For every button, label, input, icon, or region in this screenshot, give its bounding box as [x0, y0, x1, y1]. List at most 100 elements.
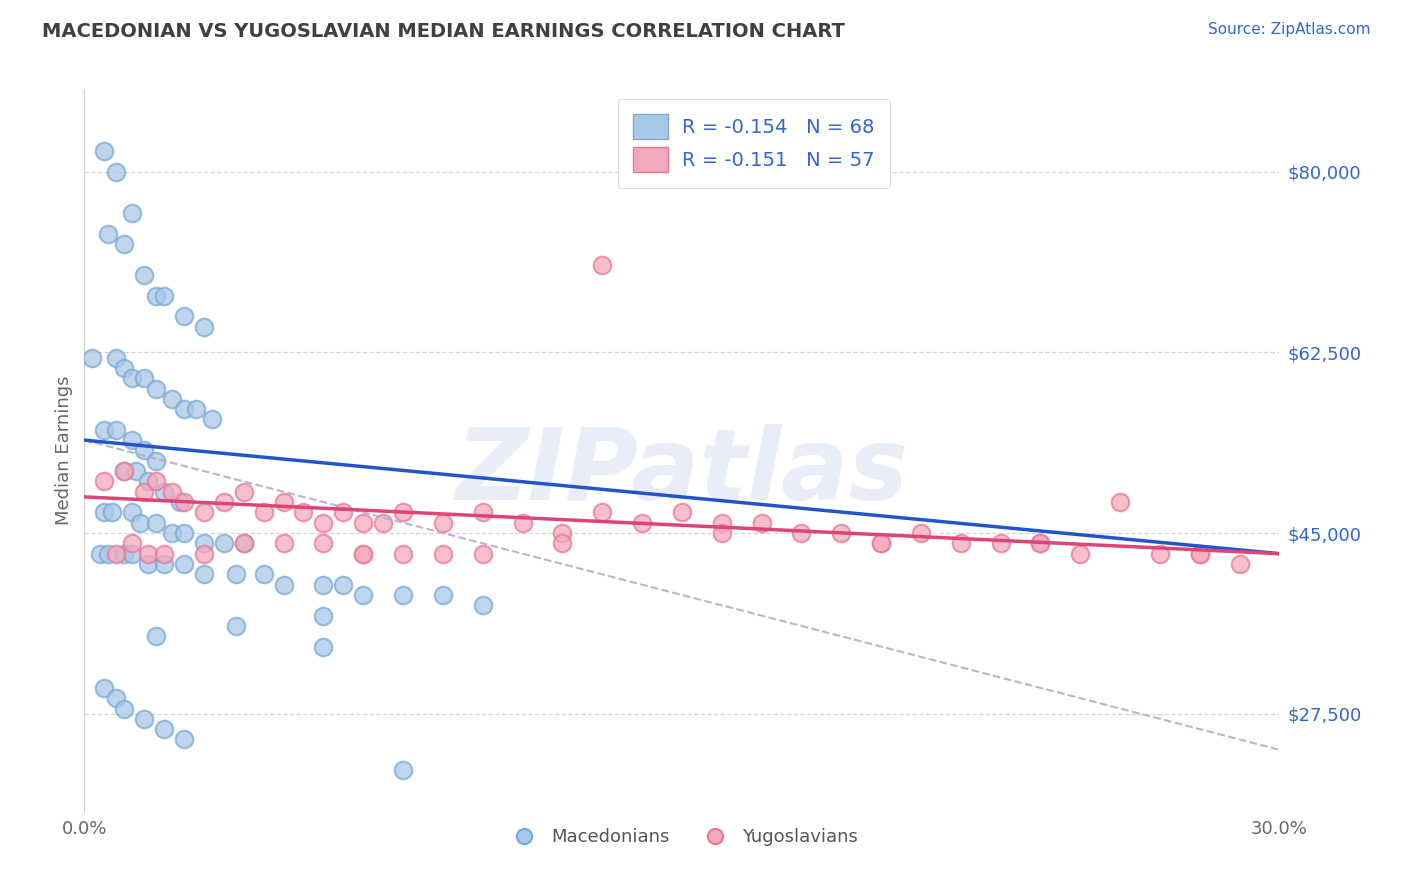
- Point: [551, 536, 574, 550]
- Point: [232, 536, 254, 550]
- Point: [225, 619, 247, 633]
- Point: [112, 464, 135, 478]
- Point: [352, 516, 374, 530]
- Point: [153, 557, 176, 571]
- Point: [145, 454, 167, 468]
- Point: [145, 629, 167, 643]
- Point: [273, 577, 295, 591]
- Point: [132, 712, 156, 726]
- Point: [790, 526, 813, 541]
- Point: [830, 526, 852, 541]
- Point: [173, 732, 195, 747]
- Point: [93, 505, 115, 519]
- Point: [471, 547, 494, 561]
- Point: [112, 360, 135, 375]
- Point: [212, 536, 235, 550]
- Point: [631, 516, 654, 530]
- Point: [352, 588, 374, 602]
- Point: [112, 237, 135, 252]
- Point: [373, 516, 395, 530]
- Point: [153, 288, 176, 302]
- Point: [392, 505, 415, 519]
- Point: [1149, 547, 1171, 561]
- Point: [432, 516, 454, 530]
- Point: [193, 567, 215, 582]
- Point: [1069, 547, 1091, 561]
- Point: [870, 536, 893, 550]
- Point: [312, 640, 335, 654]
- Point: [173, 310, 195, 324]
- Point: [751, 516, 773, 530]
- Point: [101, 505, 124, 519]
- Point: [332, 505, 354, 519]
- Point: [145, 382, 167, 396]
- Point: [145, 288, 167, 302]
- Point: [105, 423, 128, 437]
- Point: [129, 516, 152, 530]
- Point: [153, 484, 176, 499]
- Point: [1109, 495, 1132, 509]
- Point: [105, 165, 128, 179]
- Point: [392, 764, 415, 778]
- Point: [471, 599, 494, 613]
- Point: [253, 505, 276, 519]
- Point: [121, 371, 143, 385]
- Point: [352, 547, 374, 561]
- Point: [193, 547, 215, 561]
- Point: [97, 227, 120, 241]
- Point: [312, 536, 335, 550]
- Y-axis label: Median Earnings: Median Earnings: [55, 376, 73, 525]
- Text: ZIPatlas: ZIPatlas: [456, 424, 908, 521]
- Point: [136, 547, 159, 561]
- Point: [160, 392, 183, 406]
- Point: [132, 371, 156, 385]
- Text: MACEDONIAN VS YUGOSLAVIAN MEDIAN EARNINGS CORRELATION CHART: MACEDONIAN VS YUGOSLAVIAN MEDIAN EARNING…: [42, 22, 845, 41]
- Point: [312, 516, 335, 530]
- Point: [591, 258, 613, 272]
- Point: [292, 505, 315, 519]
- Point: [160, 484, 183, 499]
- Point: [591, 505, 613, 519]
- Point: [82, 351, 104, 365]
- Point: [710, 516, 733, 530]
- Point: [121, 547, 143, 561]
- Point: [93, 423, 115, 437]
- Point: [312, 577, 335, 591]
- Point: [1229, 557, 1251, 571]
- Point: [145, 475, 167, 489]
- Point: [273, 495, 295, 509]
- Point: [232, 484, 254, 499]
- Point: [121, 206, 143, 220]
- Point: [432, 588, 454, 602]
- Point: [136, 557, 159, 571]
- Point: [551, 526, 574, 541]
- Point: [132, 268, 156, 282]
- Point: [121, 433, 143, 447]
- Point: [93, 681, 115, 695]
- Point: [153, 547, 176, 561]
- Point: [910, 526, 932, 541]
- Point: [432, 547, 454, 561]
- Point: [253, 567, 276, 582]
- Point: [121, 536, 143, 550]
- Legend: Macedonians, Yugoslavians: Macedonians, Yugoslavians: [499, 821, 865, 854]
- Point: [173, 526, 195, 541]
- Point: [112, 547, 135, 561]
- Point: [273, 536, 295, 550]
- Point: [93, 475, 115, 489]
- Point: [1029, 536, 1052, 550]
- Point: [93, 144, 115, 158]
- Point: [870, 536, 893, 550]
- Point: [112, 701, 135, 715]
- Point: [105, 547, 128, 561]
- Point: [471, 505, 494, 519]
- Point: [225, 567, 247, 582]
- Point: [173, 495, 195, 509]
- Point: [105, 351, 128, 365]
- Point: [392, 588, 415, 602]
- Point: [112, 464, 135, 478]
- Point: [132, 484, 156, 499]
- Point: [169, 495, 191, 509]
- Point: [153, 722, 176, 736]
- Point: [312, 608, 335, 623]
